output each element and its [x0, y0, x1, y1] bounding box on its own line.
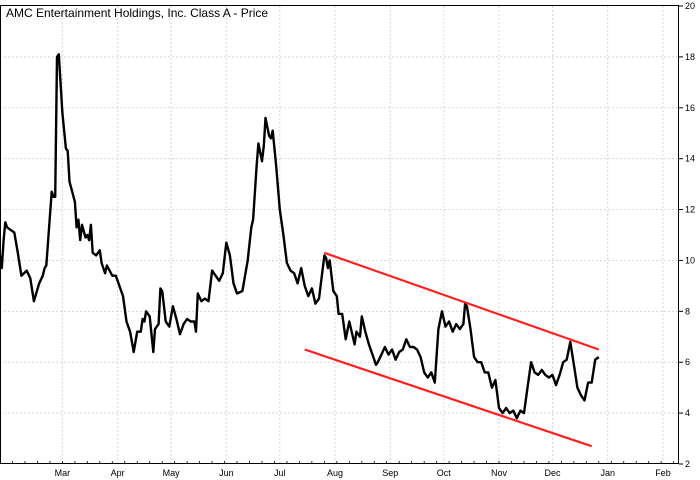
x-tick-label: Jun: [219, 468, 234, 478]
x-tick-label: Feb: [655, 468, 671, 478]
x-tick-label: May: [163, 468, 181, 478]
x-tick-label: Oct: [437, 468, 452, 478]
price-series-line: [0, 53, 600, 420]
y-tick-label: 12: [685, 205, 695, 215]
x-tick-label: Nov: [491, 468, 508, 478]
y-tick-label: 2: [685, 459, 690, 469]
plot-frame: [0, 5, 679, 464]
series-layer: [0, 53, 600, 420]
x-tick-label: Jan: [600, 468, 615, 478]
y-tick-label: 14: [685, 154, 695, 164]
y-tick-label: 20: [685, 1, 695, 11]
trend-layer: [304, 251, 600, 448]
y-tick-label: 10: [685, 255, 695, 265]
chart-title: AMC Entertainment Holdings, Inc. Class A…: [6, 6, 268, 20]
y-tick-label: 6: [685, 357, 690, 367]
y-tick-label: 8: [685, 306, 690, 316]
trend-channel-line: [304, 348, 593, 448]
y-tick-label: 16: [685, 103, 695, 113]
x-tick-label: Sep: [382, 468, 398, 478]
x-tick-label: Dec: [544, 468, 561, 478]
x-tick-label: Apr: [111, 468, 125, 478]
y-tick-label: 18: [685, 52, 695, 62]
x-tick-label: Mar: [55, 468, 71, 478]
y-tick-label: 4: [685, 408, 690, 418]
x-tick-label: Aug: [327, 468, 343, 478]
x-tick-label: Jul: [274, 468, 286, 478]
trend-channel-line: [323, 251, 600, 351]
grid-layer: [0, 6, 679, 464]
